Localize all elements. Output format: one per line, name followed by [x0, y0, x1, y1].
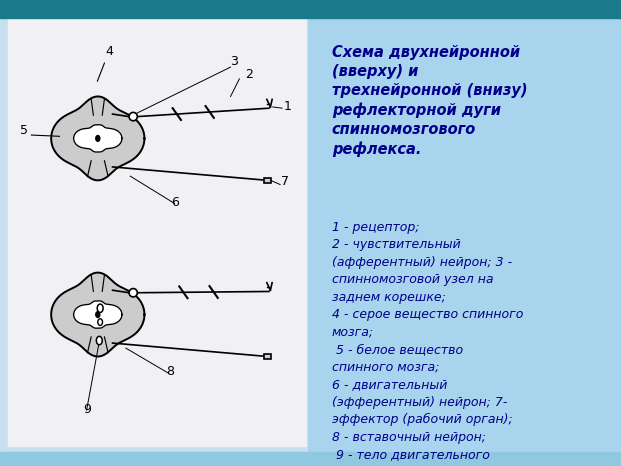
Text: 3: 3	[230, 55, 238, 68]
Text: 7: 7	[281, 175, 289, 187]
Bar	[308, 18, 621, 452]
Text: 8: 8	[166, 365, 174, 378]
Polygon shape	[51, 273, 145, 356]
Text: 1: 1	[284, 100, 291, 113]
Circle shape	[97, 304, 103, 312]
Polygon shape	[74, 301, 122, 328]
Ellipse shape	[129, 112, 137, 121]
Bar	[264, 354, 271, 359]
Text: 2: 2	[245, 68, 253, 81]
Bar	[264, 178, 271, 183]
Text: 1 - рецептор;
2 - чувствительный
(афферентный) нейрон; 3 -
спинномозговой узел н: 1 - рецептор; 2 - чувствительный (аффере…	[332, 221, 523, 466]
Circle shape	[98, 319, 102, 325]
Text: 4: 4	[97, 45, 113, 81]
Polygon shape	[51, 96, 145, 180]
Text: 6: 6	[171, 196, 179, 208]
Text: Схема двухнейронной
(вверху) и
трехнейронной (внизу)
рефлекторной дуги
спинномоз: Схема двухнейронной (вверху) и трехнейро…	[332, 45, 527, 157]
Polygon shape	[74, 125, 122, 152]
Circle shape	[96, 136, 100, 141]
Text: 9: 9	[83, 403, 91, 416]
Bar	[0, 0, 621, 18]
Bar	[8, 18, 306, 446]
Circle shape	[96, 312, 100, 317]
Bar	[0, 452, 621, 466]
Ellipse shape	[129, 288, 137, 297]
Circle shape	[96, 336, 102, 345]
Text: 5: 5	[20, 124, 28, 137]
